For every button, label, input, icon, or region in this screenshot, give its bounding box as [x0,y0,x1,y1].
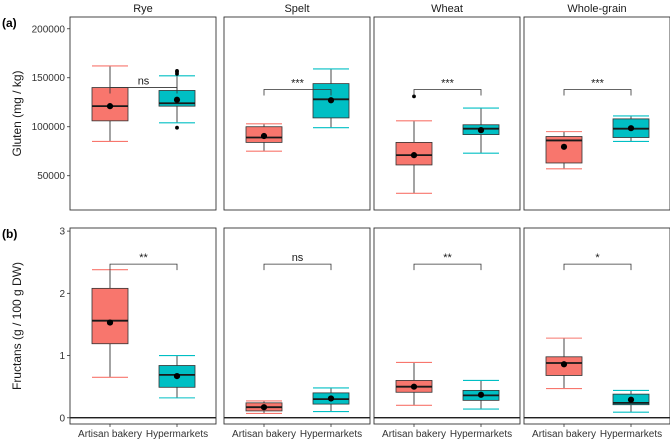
outlier-hypermarkets-gluten-rye [175,125,179,130]
sig-bracket-gluten-whole-grain [563,89,632,96]
x-tick-label-artisan-bakery-wheat: Artisan bakery [382,429,446,439]
y-tick-label-fructans: 0 [59,413,65,424]
mean-point-hypermarkets-fructans-wheat [477,391,485,398]
panel-gluten-wheat [374,17,520,210]
strip-label-wheat: Wheat [431,3,463,15]
strip-wheat [374,0,520,17]
x-tick-label-hypermarkets-spelt: Hypermarkets [300,429,362,439]
y-tick-label-fructans: 3 [59,227,65,238]
row-tag-fructans: (b) [2,227,17,241]
mean-point-hypermarkets-fructans-whole-grain [627,396,635,403]
x-tick-label-hypermarkets-whole-grain: Hypermarkets [600,429,662,439]
x-tick-label-hypermarkets-wheat: Hypermarkets [450,429,512,439]
sig-bracket-fructans-spelt [263,263,332,271]
y-tick-label-gluten: 200000 [32,24,66,35]
sig-bracket-gluten-wheat [413,89,482,96]
mean-point-artisan-bakery-fructans-wheat [410,383,418,390]
panel-fructans-spelt [224,228,370,424]
panel-border-gluten-spelt [223,16,371,211]
box-artisan-bakery-fructans-rye [91,287,129,345]
panel-gluten-whole-grain [524,17,670,210]
panel-border-gluten-whole-grain [523,16,670,211]
sig-label-fructans-whole-grain: * [595,252,600,264]
mean-point-hypermarkets-fructans-spelt [327,395,335,402]
outlier-hypermarkets-gluten-rye [175,68,179,73]
sig-label-fructans-rye: ** [139,252,148,264]
row-tag-gluten: (a) [2,16,17,30]
strip-whole-grain [524,0,670,17]
sig-label-fructans-spelt: ns [292,252,304,264]
y-tick-label-fructans: 2 [59,289,65,300]
sig-bracket-fructans-rye [109,263,178,271]
mean-point-artisan-bakery-fructans-rye [106,319,114,326]
strip-rye [70,0,216,17]
mean-point-hypermarkets-gluten-whole-grain [627,125,635,132]
y-axis-label-fructans: Fructans (g / 100 g DW) [10,262,24,390]
panel-border-fructans-wheat [373,227,521,425]
mean-point-hypermarkets-gluten-wheat [477,127,485,134]
y-tick-label-gluten: 150000 [32,73,66,84]
y-tick-label-gluten: 100000 [32,122,66,133]
sig-label-gluten-whole-grain: *** [591,77,605,89]
x-tick-label-artisan-bakery-spelt: Artisan bakery [232,429,296,439]
strip-label-spelt: Spelt [284,3,309,15]
mean-point-artisan-bakery-fructans-spelt [260,404,268,411]
panel-border-fructans-rye [69,227,217,425]
strip-label-rye: Rye [133,3,153,15]
panel-border-fructans-spelt [223,227,371,425]
outlier-artisan-bakery-gluten-wheat [412,94,416,99]
y-tick-label-gluten: 50000 [37,171,65,182]
mean-point-artisan-bakery-gluten-whole-grain [560,143,568,150]
panel-border-gluten-rye [69,16,217,211]
sig-bracket-fructans-wheat [413,263,482,271]
sig-label-fructans-wheat: ** [443,252,452,264]
mean-point-hypermarkets-gluten-spelt [327,97,335,104]
mean-point-artisan-bakery-fructans-whole-grain [560,361,568,368]
panel-fructans-whole-grain [524,228,670,424]
y-tick-label-fructans: 1 [59,351,65,362]
sig-label-gluten-wheat: *** [441,77,455,89]
y-axis-label-gluten: Gluten (mg / kg) [10,70,24,156]
sig-bracket-gluten-rye [109,87,178,94]
x-tick-label-hypermarkets-rye: Hypermarkets [146,429,208,439]
panel-border-gluten-wheat [373,16,521,211]
mean-point-artisan-bakery-gluten-rye [106,103,114,110]
sig-label-gluten-rye: ns [138,76,150,88]
mean-point-artisan-bakery-gluten-wheat [410,152,418,159]
mean-point-hypermarkets-gluten-rye [173,96,181,103]
sig-bracket-fructans-whole-grain [563,263,632,271]
sig-bracket-gluten-spelt [263,89,332,96]
mean-point-artisan-bakery-gluten-spelt [260,132,268,140]
strip-label-whole-grain: Whole-grain [567,3,626,15]
mean-point-hypermarkets-fructans-rye [173,372,181,380]
x-tick-label-artisan-bakery-rye: Artisan bakery [78,429,142,439]
panel-border-fructans-whole-grain [523,227,670,425]
sig-label-gluten-spelt: *** [291,77,305,89]
strip-spelt [224,0,370,17]
x-tick-label-artisan-bakery-whole-grain: Artisan bakery [532,429,596,439]
